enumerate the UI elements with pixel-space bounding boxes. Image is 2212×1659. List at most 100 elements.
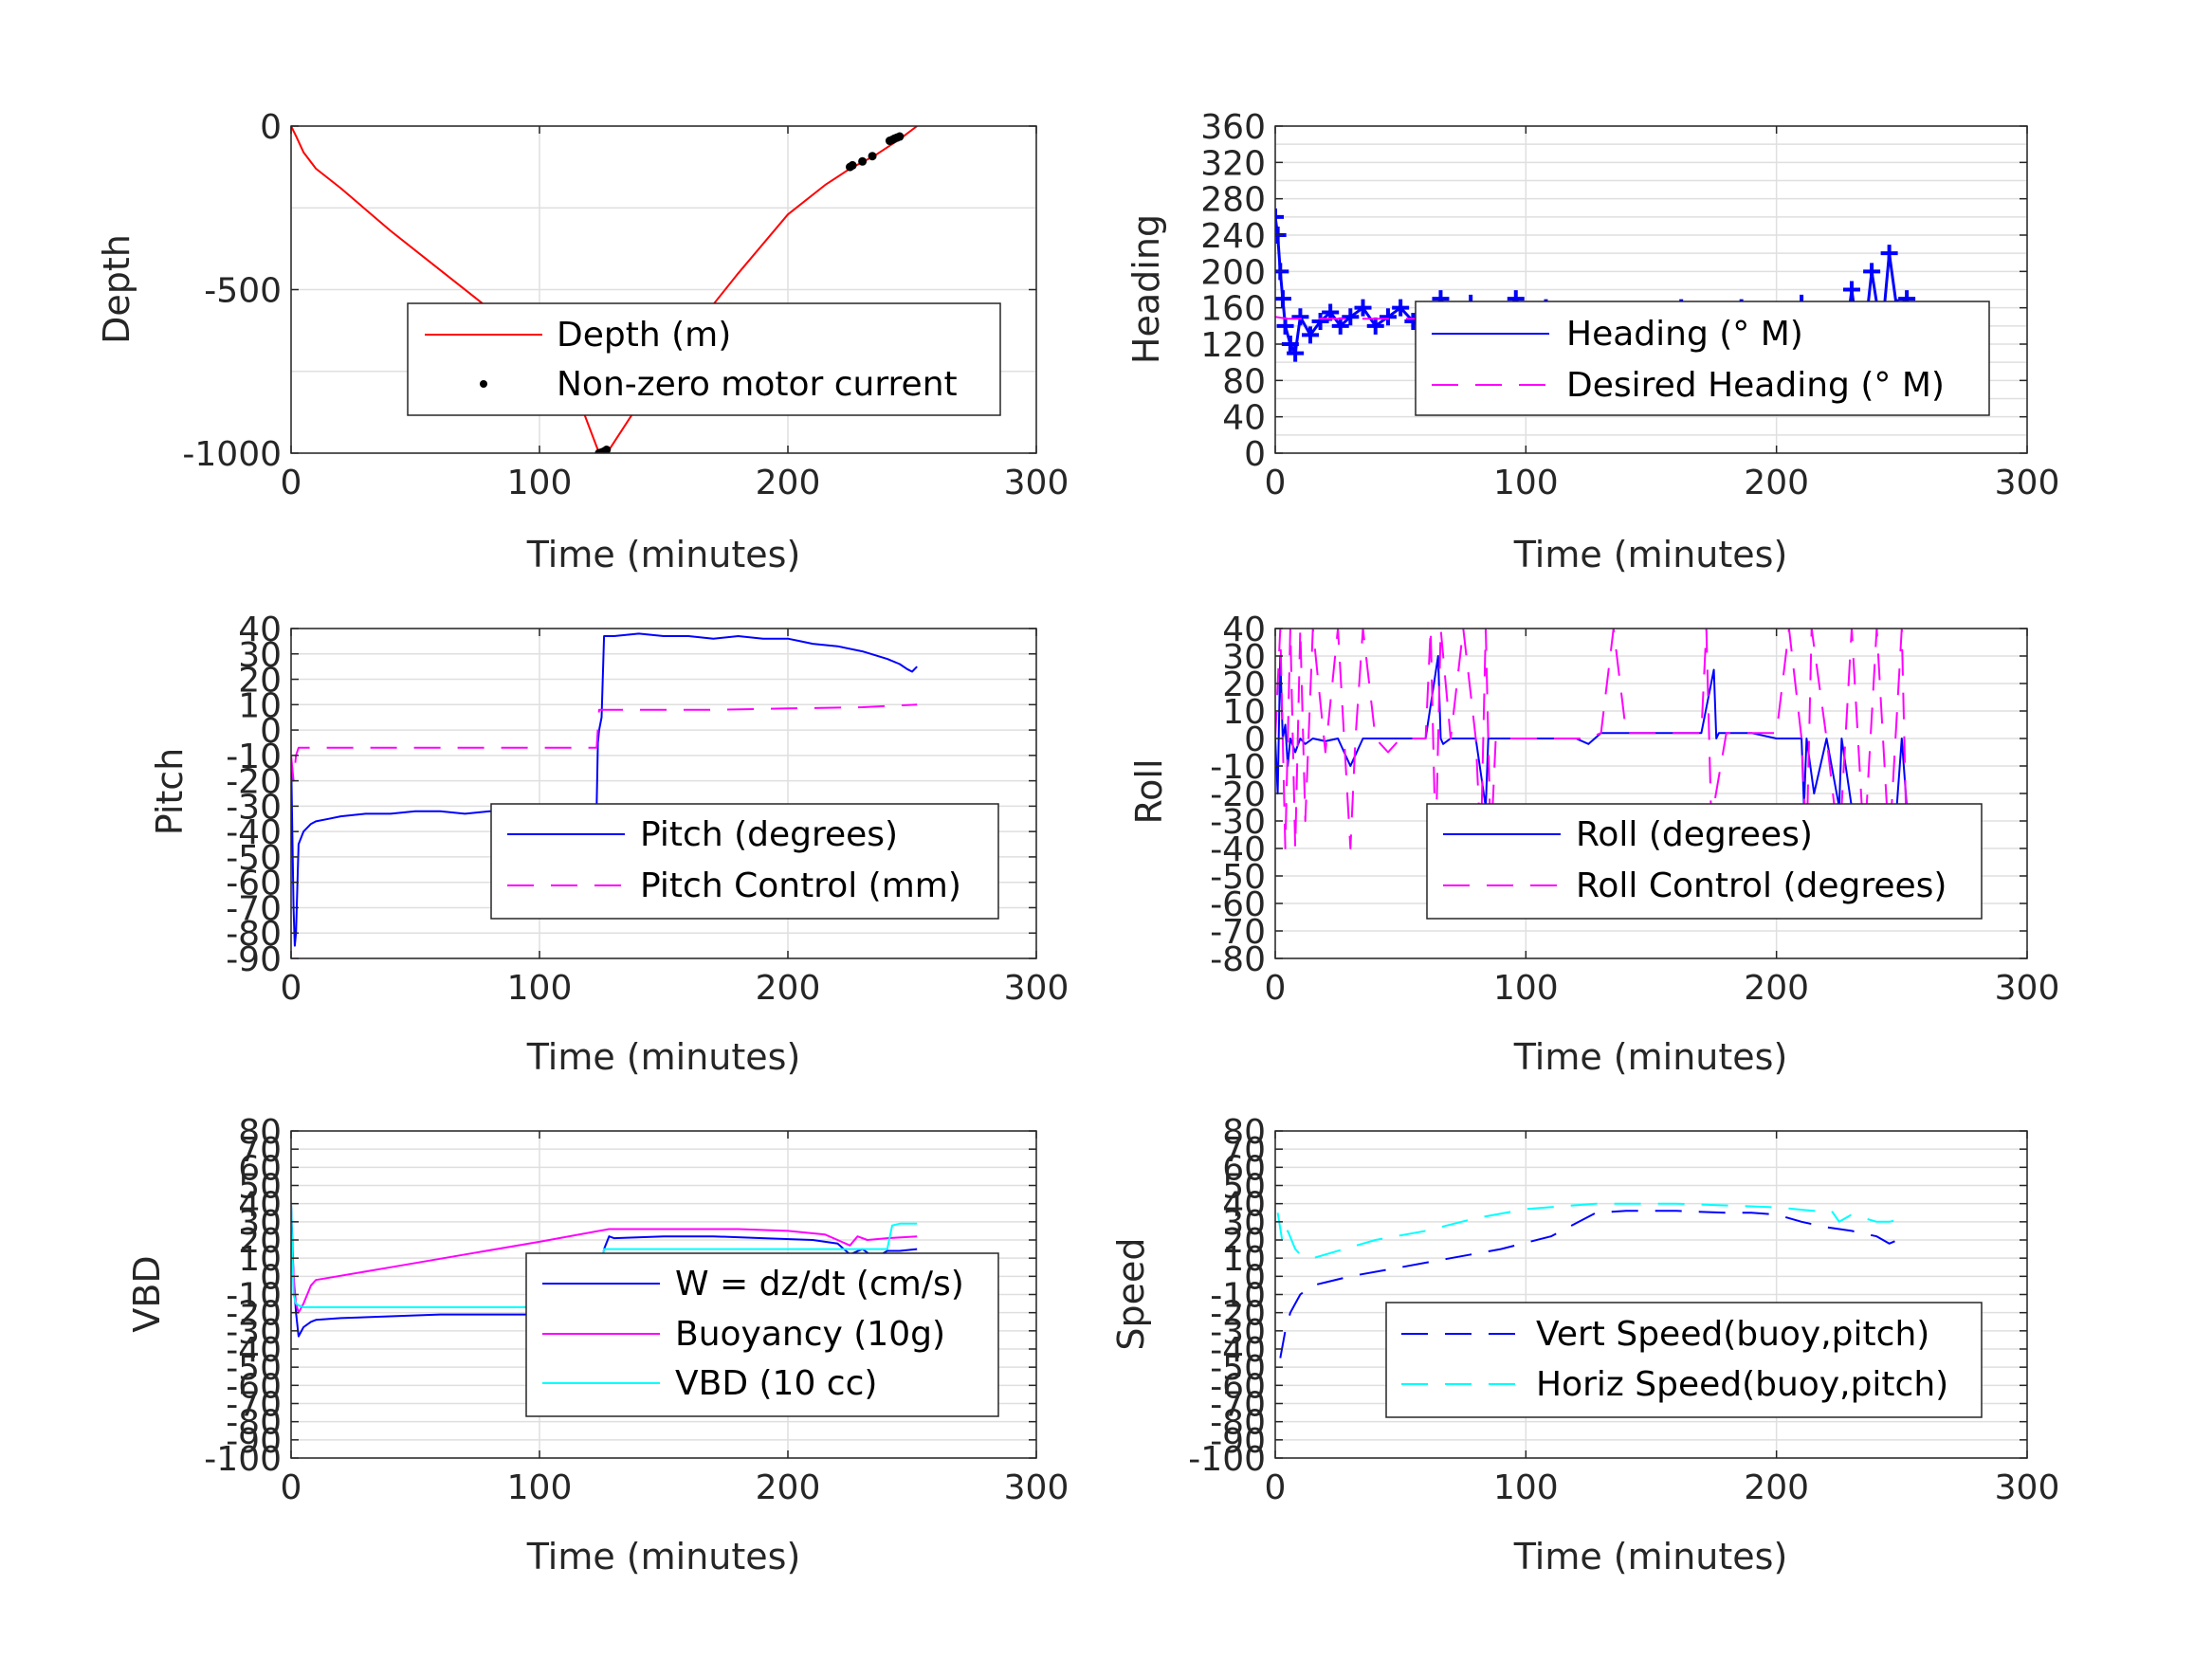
roll-y-tick-label-10: 20 [1222,665,1266,704]
roll-legend-box [1426,803,1983,920]
heading-y-tick-label-8: 320 [1200,144,1266,183]
depth-series-2-markers [594,132,905,453]
speed-x-tick-label-0: 0 [1265,1468,1287,1507]
roll-y-tick-label-8: 0 [1244,720,1266,759]
heading-x-tick-label-0: 0 [1265,464,1287,502]
depth-y-tick-label-0: -1000 [182,435,282,474]
heading-series-1-point-49 [1863,263,1881,281]
roll-y-tick-label-4: -40 [1210,830,1266,869]
depth-series-2-point-6 [858,156,868,166]
vbd-legend-label-3: VBD (10 cc) [675,1364,877,1403]
vbd-y-tick-label-18: 80 [238,1113,282,1152]
heading-y-tick-label-5: 200 [1200,253,1266,292]
heading-y-tick-label-4: 160 [1200,290,1266,329]
vbd-series-2-line [291,1221,918,1314]
pitch-y-tick-label-9: 0 [260,712,282,751]
roll-y-tick-label-0: -80 [1210,940,1266,979]
pitch-legend-box [490,803,999,920]
vbd-x-tick-label-2: 200 [756,1468,821,1507]
roll-legend-label-2: Roll Control (degrees) [1576,866,1947,905]
heading-series-1-point-6 [1287,344,1305,362]
heading-y-tick-label-1: 40 [1222,399,1266,438]
speed-y-tick-label-0: -100 [1188,1440,1266,1479]
vbd-y-tick-label-0: -100 [204,1440,282,1479]
vbd-y-tick-label-3: -70 [226,1386,282,1425]
heading-series-1-point-16 [1392,299,1410,317]
speed-legend-box [1385,1302,1983,1418]
vbd-x-tick-label-0: 0 [281,1468,302,1507]
heading-y-tick-label-3: 120 [1200,326,1266,365]
vbd-legend: W = dz/dt (cm/s) Buoyancy (10g) VBD (10 … [525,1252,999,1417]
heading-series-2-line [1275,316,1908,320]
vbd-y-tick-label-17: 70 [238,1131,282,1170]
depth-plot: 0 100 200 300 -1000 -500 0 Time (minutes) Dept… [96,108,1069,575]
speed-y-tick-label-2: -80 [1210,1404,1266,1443]
heading-series-1-point-7 [1291,308,1309,326]
depth-x-tick-label-3: 300 [1004,464,1069,502]
speed-plot: 0 100 200 300-100-90-80-70-60-50-40-30-20-1… [1110,1113,2059,1577]
speed-y-tick-label-13: 30 [1222,1204,1266,1243]
speed-x-tick-label-2: 200 [1744,1468,1809,1507]
pitch-y-tick-label-7: -20 [226,763,282,802]
vbd-y-tick-label-8: -20 [226,1295,282,1334]
speed-y-tick-label-14: 40 [1222,1186,1266,1225]
speed-x-tick-label-3: 300 [1995,1468,2060,1507]
vbd-y-tick-label-14: 40 [238,1186,282,1225]
pitch-y-tick-label-1: -80 [226,915,282,954]
speed-x-tick-label-1: 100 [1493,1468,1559,1507]
vbd-y-axis-label: VBD [126,1255,168,1332]
heading-y-tick-label-7: 280 [1200,181,1266,220]
roll-y-tick-label-3: -50 [1210,858,1266,897]
vbd-y-tick-label-12: 20 [238,1222,282,1261]
heading-y-tick-label-9: 360 [1200,108,1266,147]
depth-y-tick-label-2: 0 [260,108,282,147]
pitch-legend: Pitch (degrees) Pitch Control (mm) [490,803,999,920]
pitch-y-tick-label-12: 30 [238,636,282,675]
vbd-x-tick-label-3: 300 [1004,1468,1069,1507]
speed-legend-label-2: Horiz Speed(buoy,pitch) [1536,1365,1948,1404]
roll-x-tick-label-2: 200 [1744,969,1809,1008]
depth-x-tick-label-0: 0 [281,464,302,502]
vbd-plot: 0 100 200 300-100-90-80-70-60-50-40-30-20-1… [126,1113,1069,1577]
heading-series-1-point-51 [1880,245,1898,263]
vbd-legend-label-1: W = dz/dt (cm/s) [675,1265,964,1304]
pitch-y-tick-label-13: 40 [238,611,282,649]
depth-legend-label-1: Depth (m) [557,316,731,355]
depth-x-axis-label: Time (minutes) [526,534,801,575]
heading-series-1-point-47 [1842,281,1860,299]
pitch-y-tick-label-5: -40 [226,813,282,852]
roll-x-axis-label: Time (minutes) [1513,1036,1788,1078]
roll-y-tick-label-12: 40 [1222,611,1266,649]
pitch-y-tick-label-6: -30 [226,788,282,827]
roll-y-tick-label-1: -70 [1210,913,1266,952]
speed-y-tick-label-11: 10 [1222,1240,1266,1279]
speed-y-tick-label-10: 0 [1244,1258,1266,1297]
depth-y-axis-label: Depth [96,234,137,344]
speed-x-axis-label: Time (minutes) [1513,1536,1788,1577]
speed-y-tick-label-1: -90 [1210,1422,1266,1461]
speed-y-tick-label-6: -40 [1210,1331,1266,1370]
heading-x-tick-label-1: 100 [1493,464,1559,502]
pitch-x-tick-label-3: 300 [1004,969,1069,1008]
heading-series-1-point-15 [1379,308,1397,326]
heading-x-tick-label-3: 300 [1995,464,2060,502]
speed-legend: Vert Speed(buoy,pitch) Horiz Speed(buoy,… [1385,1302,1983,1418]
pitch-x-axis-label: Time (minutes) [526,1036,801,1078]
pitch-x-tick-label-0: 0 [281,969,302,1008]
roll-y-tick-label-5: -30 [1210,803,1266,842]
pitch-y-tick-label-0: -90 [226,940,282,979]
heading-y-axis-label: Heading [1125,214,1167,364]
speed-y-tick-label-17: 70 [1222,1131,1266,1170]
speed-y-tick-label-18: 80 [1222,1113,1266,1152]
roll-y-axis-label: Roll [1128,758,1170,824]
depth-x-tick-label-2: 200 [756,464,821,502]
depth-x-tick-label-1: 100 [507,464,573,502]
pitch-legend-label-2: Pitch Control (mm) [640,866,961,905]
pitch-y-tick-label-4: -50 [226,839,282,878]
roll-legend-label-1: Roll (degrees) [1576,815,1813,854]
heading-series-1-point-14 [1366,317,1384,335]
roll-plot: 0 100 200 300-80-70-60-50-40-30-20-10010203… [1128,611,2059,1078]
heading-series-1-point-3 [1275,290,1291,308]
vbd-y-tick-label-6: -40 [226,1331,282,1370]
